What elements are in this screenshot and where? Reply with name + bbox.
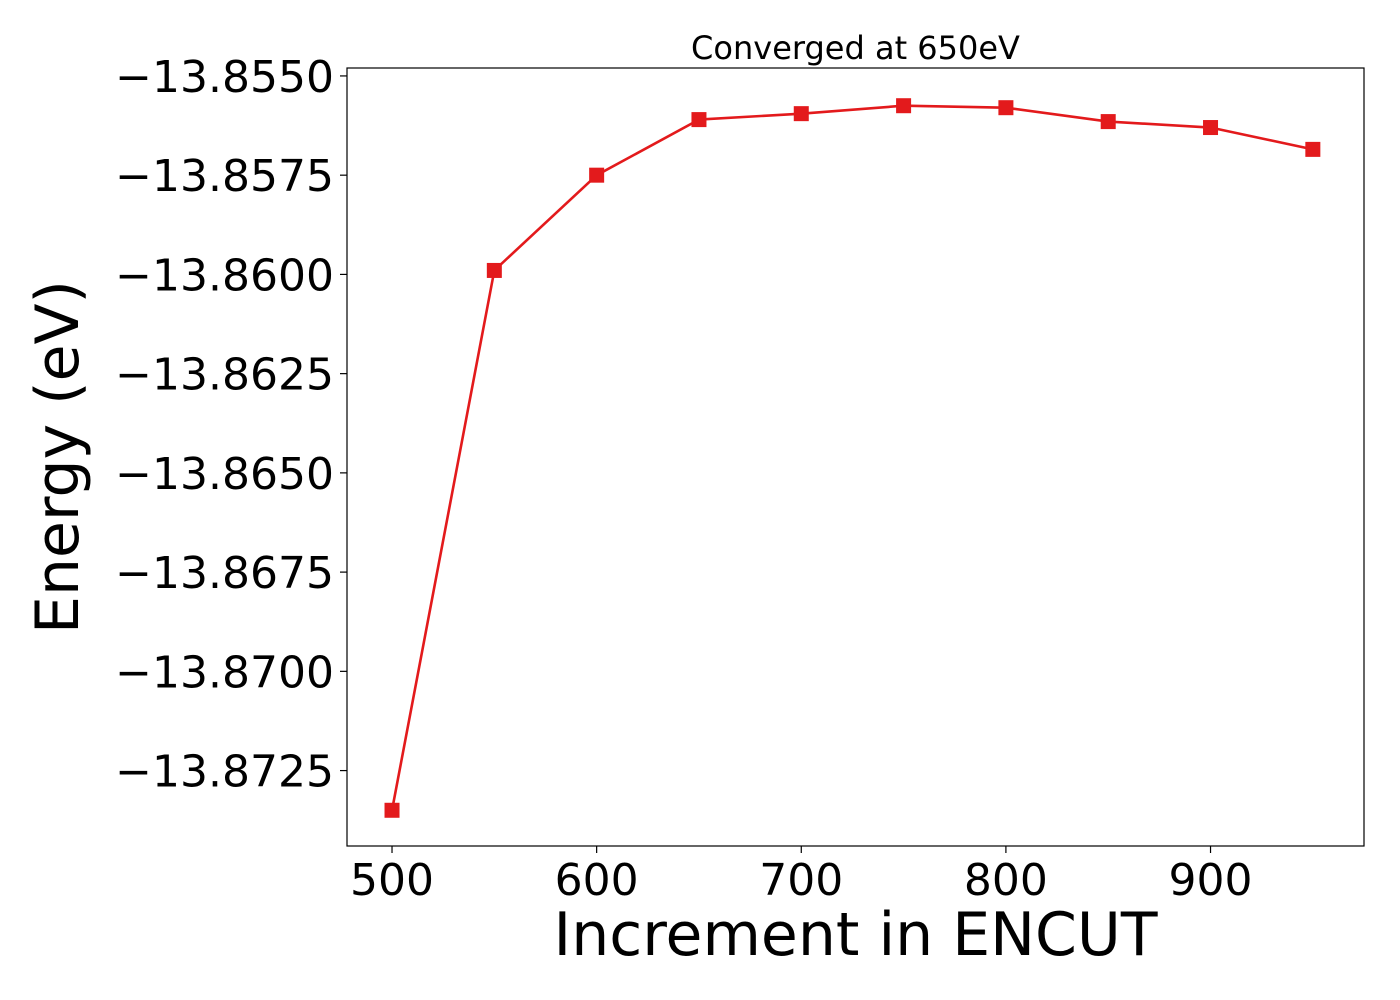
data-point-marker [896, 98, 912, 114]
x-tick-label: 500 [350, 855, 434, 906]
x-tick-label: 900 [1169, 855, 1253, 906]
data-point-marker [384, 802, 400, 818]
data-point-marker [486, 262, 502, 278]
y-tick-label: −13.8625 [115, 350, 334, 401]
y-tick-label: −13.8725 [115, 747, 334, 798]
series-line [390, 104, 1314, 811]
y-tick-label: −13.8575 [115, 151, 334, 202]
y-tick-label: −13.8550 [115, 52, 334, 103]
plot-area-frame [346, 67, 1365, 847]
data-point-marker [691, 112, 707, 128]
y-tick-label: −13.8700 [115, 647, 334, 698]
y-axis-title: Energy (eV) [23, 280, 93, 634]
data-point-marker [1203, 120, 1219, 136]
y-tick-label: −13.8650 [115, 449, 334, 500]
data-point-marker [793, 106, 809, 122]
x-tick-label: 800 [964, 855, 1048, 906]
chart-title: Converged at 650eV [691, 29, 1020, 67]
data-point-marker [1100, 114, 1116, 130]
series-layer [384, 98, 1321, 818]
x-axis-title: Increment in ENCUT [554, 900, 1158, 970]
data-point-marker [998, 100, 1014, 116]
x-tick-label: 700 [759, 855, 843, 906]
x-tick-label: 600 [555, 855, 639, 906]
x-axis: 500 600 700 800 900 [350, 846, 1253, 906]
data-point-marker [1305, 141, 1321, 157]
data-point-marker [589, 167, 605, 183]
y-axis: −13.8550 −13.8575 −13.8600 −13.8625 −13.8650… [115, 52, 347, 798]
y-tick-label: −13.8675 [115, 548, 334, 599]
y-tick-label: −13.8600 [115, 250, 334, 301]
